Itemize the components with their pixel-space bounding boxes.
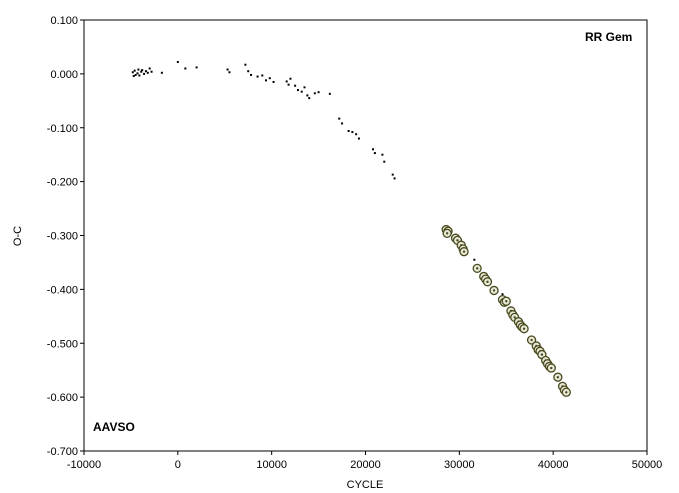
y-tick-label: -0.700 [47,446,78,458]
x-tick-label: 50000 [632,459,663,471]
data-point-dot [313,92,316,95]
data-point-dot [136,72,139,75]
data-point-dot [473,258,476,261]
data-point-dot [268,77,271,80]
data-point-circle [526,335,537,345]
data-point-circle [537,349,547,360]
data-point-dot [308,97,311,100]
y-tick-label: -0.400 [47,284,78,296]
data-point-circle [553,372,563,382]
data-point-dot [338,117,341,120]
data-point-circle [501,296,511,306]
annotation-star-name: RR Gem [585,30,632,44]
data-point-dot [296,89,299,92]
x-axis: -10000 0 10000 20000 30000 40000 50000 [67,451,662,471]
y-tick-label: -0.600 [47,392,78,404]
data-point-dot [146,71,149,74]
y-tick-label: -0.200 [47,177,78,189]
x-tick-label: -10000 [67,459,101,471]
x-axis-title: CYCLE [347,479,384,491]
data-point-dot [303,86,306,89]
data-point-dot [244,63,247,66]
data-point-dot [261,74,264,77]
x-tick-label: 30000 [444,459,475,471]
y-tick-label: -0.100 [47,123,78,135]
y-tick-label: -0.500 [47,338,78,350]
data-point-circle [482,277,493,287]
data-point-circle [561,387,571,397]
data-point-dot [383,160,386,163]
data-point-dot [137,68,140,71]
data-point-dot [150,70,153,73]
data-point-dot [247,70,250,73]
data-point-dot [140,70,143,73]
y-axis: 0.100 0.000 -0.100 -0.200 -0.300 -0.400 -0.500… [47,15,84,458]
data-point-circle [546,363,556,373]
data-point-dot [134,73,137,76]
data-point-circle [519,324,529,334]
data-point-dot [306,94,309,97]
data-point-dot [285,80,288,83]
data-point-dot [317,91,320,94]
data-point-dot [265,79,268,82]
data-point-dot [294,84,297,87]
data-point-dot [133,69,136,72]
data-point-dot [138,74,141,77]
plot-area [83,19,648,452]
data-point-dot [501,293,504,296]
data-point-dot [355,133,358,136]
data-point-circle [459,247,469,257]
data-point-dot [328,92,331,95]
data-point-dot [184,67,187,70]
x-tick-label: 40000 [538,459,569,471]
data-point-dot [357,137,360,140]
data-point-dot [226,68,229,71]
data-point-dot [381,153,384,156]
data-point-dot [131,71,134,74]
data-point-dot [373,152,376,155]
data-point-dot [393,177,396,180]
data-point-dot [256,75,259,78]
annotation-source: AAVSO [93,420,135,434]
data-point-circle [472,263,482,274]
data-point-dot [143,72,146,75]
data-point-dot [289,77,292,80]
y-axis-title: O-C [12,226,24,246]
data-point-dot [287,83,290,86]
data-point-dot [341,122,344,125]
data-point-dot [148,67,151,70]
data-point-dot [141,69,144,72]
data-points [131,61,571,397]
data-point-dot [250,73,253,76]
data-point-dot [372,148,375,151]
data-point-dot [272,80,275,83]
x-tick-label: 0 [175,459,181,471]
data-point-circle [442,228,452,238]
data-point-circle [489,285,499,296]
y-tick-label: 0.000 [50,69,78,81]
data-point-dot [347,129,350,132]
data-point-dot [132,75,135,78]
y-tick-label: 0.100 [50,15,78,27]
data-point-dot [195,66,198,69]
data-point-dot [391,173,394,176]
data-point-dot [351,131,354,134]
data-point-dot [176,61,179,64]
y-tick-label: -0.300 [47,231,78,243]
data-point-dot [300,90,303,93]
x-tick-label: 20000 [350,459,381,471]
data-point-dot [228,71,231,74]
data-point-dot [160,71,163,74]
x-tick-label: 10000 [256,459,287,471]
data-point-dot [144,70,147,73]
